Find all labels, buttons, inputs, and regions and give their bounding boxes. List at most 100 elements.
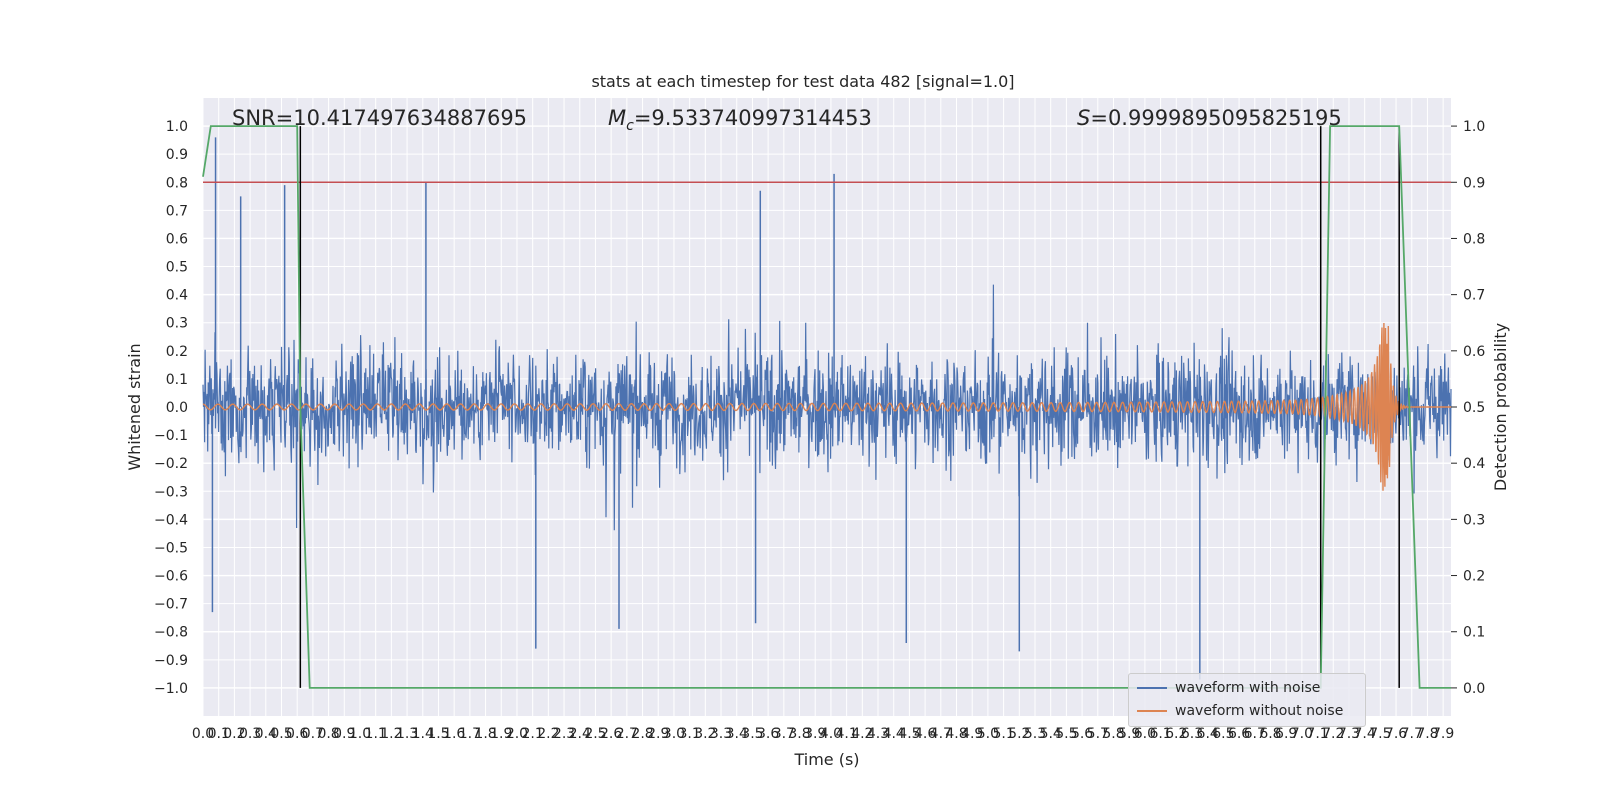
noise-waveform (202, 137, 1452, 680)
x-tick-label: 5.6 (1071, 726, 1093, 742)
y2-tick-label: 0.0 (1463, 681, 1485, 697)
x-tick-label: 0.9 (333, 726, 355, 742)
x-tick-label: 3.9 (804, 726, 826, 742)
y2-tick-label: 0.5 (1463, 400, 1485, 416)
chirp-mass-value: =9.533740997314453 (634, 106, 872, 130)
x-tick-label: 0.3 (239, 726, 261, 742)
legend-label-noise: waveform with noise (1175, 680, 1321, 696)
y-tick-label: −0.1 (154, 428, 188, 444)
x-tick-label: 1.5 (427, 726, 449, 742)
y-tick-label: 0.8 (166, 175, 188, 191)
y2-tick-label: 0.2 (1463, 569, 1485, 585)
x-tick-label: 7.0 (1291, 726, 1313, 742)
y2-tick-label: 0.9 (1463, 175, 1485, 191)
y-tick-label: 0.5 (166, 260, 188, 276)
chirp-mass-annotation: Mc=9.533740997314453 (608, 106, 872, 134)
y-tick-label: 1.0 (166, 119, 188, 135)
y2-tick-label: 0.6 (1463, 344, 1485, 360)
y-tick-label: −0.5 (154, 540, 188, 556)
x-tick-label: 2.2 (537, 726, 559, 742)
x-tick-label: 6.9 (1275, 726, 1297, 742)
x-tick-label: 1.7 (459, 726, 481, 742)
x-tick-label: 1.6 (443, 726, 465, 742)
x-tick-label: 6.4 (1197, 726, 1219, 742)
x-tick-label: 2.7 (616, 726, 638, 742)
x-tick-label: 0.5 (270, 726, 292, 742)
s-annotation: S=0.9999895095825195 (1077, 106, 1342, 130)
chart-title: stats at each timestep for test data 482… (591, 72, 1014, 91)
x-tick-label: 7.3 (1338, 726, 1360, 742)
x-tick-label: 4.7 (930, 726, 952, 742)
legend-label-clean: waveform without noise (1175, 703, 1344, 719)
x-tick-label: 3.1 (679, 726, 701, 742)
probability-layer (202, 125, 1451, 689)
x-axis-label: Time (s) (793, 750, 859, 769)
x-tick-label: 7.5 (1369, 726, 1391, 742)
y2-ticks: 0.0 0.1 0.2 0.3 0.4 0.5 0.6 0.7 0.8 0.9 1.0 (1451, 119, 1485, 697)
x-tick-label: 3.3 (710, 726, 732, 742)
x-tick-label: 2.0 (506, 726, 528, 742)
y2-tick-label: 0.1 (1463, 625, 1485, 641)
y-tick-label: −0.2 (154, 456, 188, 472)
y-tick-label: −0.8 (154, 625, 188, 641)
x-tick-label: 0.4 (255, 726, 277, 742)
clean-waveform (203, 322, 1451, 491)
y-ticks: −1.0 −0.9 −0.8 −0.7 −0.6 −0.5 −0.4 −0.3 −0.2 −0.1… (154, 119, 188, 697)
x-tick-label: 6.2 (1165, 726, 1187, 742)
x-tick-label: 1.2 (380, 726, 402, 742)
x-tick-label: 5.4 (1040, 726, 1062, 742)
y-tick-label: −0.4 (154, 512, 188, 528)
x-tick-label: 2.4 (569, 726, 591, 742)
legend-item-noise: waveform with noise (1137, 677, 1320, 699)
x-tick-label: 3.4 (726, 726, 748, 742)
x-tick-label: 1.4 (412, 726, 434, 742)
y-tick-label: −0.6 (154, 569, 188, 585)
x-tick-label: 3.0 (663, 726, 685, 742)
y-tick-label: 0.6 (166, 231, 188, 247)
x-ticks: 0.00.10.20.30.40.50.60.70.80.91.01.11.21… (192, 726, 1454, 742)
x-tick-label: 4.9 (961, 726, 983, 742)
y-tick-label: −0.3 (154, 484, 188, 500)
x-tick-label: 5.0 (977, 726, 999, 742)
x-tick-label: 6.5 (1212, 726, 1234, 742)
legend-swatch-clean (1137, 710, 1167, 712)
x-tick-label: 2.5 (584, 726, 606, 742)
x-tick-label: 6.8 (1259, 726, 1281, 742)
y2-tick-label: 0.3 (1463, 512, 1485, 528)
y2-axis-label: Detection probability (1491, 323, 1510, 491)
x-tick-label: 6.3 (1181, 726, 1203, 742)
x-tick-label: 0.6 (286, 726, 308, 742)
legend: waveform with noise waveform without noi… (1128, 673, 1366, 727)
x-tick-label: 3.7 (773, 726, 795, 742)
x-tick-label: 4.1 (835, 726, 857, 742)
x-tick-label: 0.8 (317, 726, 339, 742)
x-tick-label: 5.2 (1008, 726, 1030, 742)
x-tick-label: 2.9 (647, 726, 669, 742)
x-tick-label: 5.1 (992, 726, 1014, 742)
x-tick-label: 0.7 (302, 726, 324, 742)
y-tick-label: 0.3 (166, 316, 188, 332)
chirp-mass-subscript: c (626, 118, 634, 134)
x-tick-label: 7.8 (1416, 726, 1438, 742)
x-tick-label: 5.8 (1102, 726, 1124, 742)
x-tick-label: 1.8 (474, 726, 496, 742)
x-tick-label: 6.7 (1244, 726, 1266, 742)
s-value: =0.9999895095825195 (1090, 106, 1341, 130)
x-tick-label: 7.4 (1354, 726, 1376, 742)
x-tick-label: 0.2 (223, 726, 245, 742)
x-tick-label: 2.8 (631, 726, 653, 742)
y-tick-label: −1.0 (154, 681, 188, 697)
y-tick-label: 0.9 (166, 147, 188, 163)
y2-tick-label: 0.4 (1463, 456, 1485, 472)
legend-swatch-noise (1137, 687, 1167, 689)
x-tick-label: 1.0 (349, 726, 371, 742)
y2-tick-label: 1.0 (1463, 119, 1485, 135)
x-tick-label: 6.1 (1149, 726, 1171, 742)
x-tick-label: 4.5 (898, 726, 920, 742)
x-tick-label: 4.6 (914, 726, 936, 742)
x-tick-label: 7.2 (1322, 726, 1344, 742)
chirp-mass-symbol: M (608, 106, 626, 130)
x-tick-label: 4.4 (883, 726, 905, 742)
x-tick-label: 6.6 (1228, 726, 1250, 742)
x-tick-label: 1.1 (365, 726, 387, 742)
